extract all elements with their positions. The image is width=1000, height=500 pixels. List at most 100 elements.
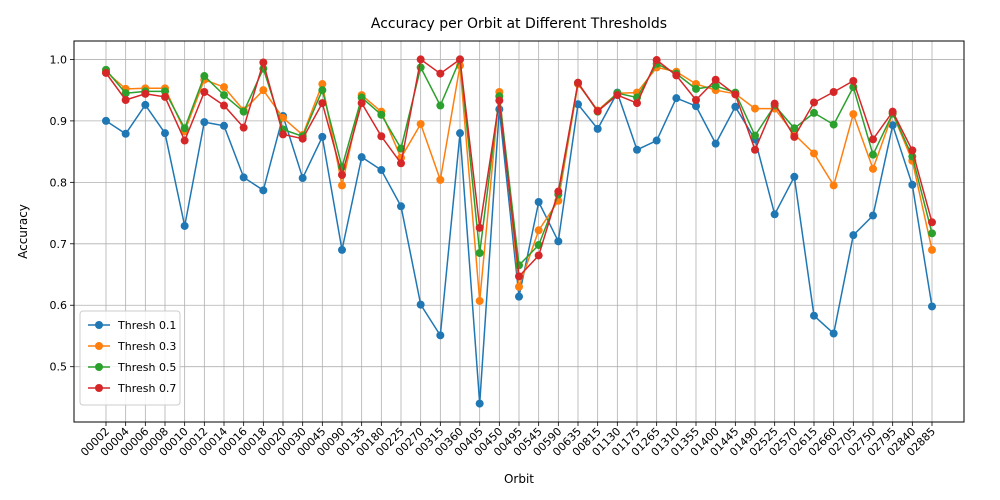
data-point bbox=[593, 124, 602, 133]
data-point bbox=[475, 296, 484, 305]
data-point bbox=[318, 80, 327, 89]
y-tick-label: 0.5 bbox=[50, 361, 68, 374]
data-point bbox=[908, 180, 917, 189]
data-point bbox=[751, 131, 759, 140]
data-point bbox=[377, 132, 386, 141]
data-point bbox=[357, 93, 366, 102]
data-point bbox=[279, 130, 287, 139]
legend-marker bbox=[95, 384, 103, 392]
data-point bbox=[220, 91, 228, 100]
data-point bbox=[200, 88, 209, 97]
data-point bbox=[416, 55, 425, 64]
data-point bbox=[259, 58, 268, 67]
data-point bbox=[574, 78, 582, 87]
data-point bbox=[377, 110, 386, 119]
data-point bbox=[928, 302, 936, 311]
data-point bbox=[436, 331, 445, 340]
data-point bbox=[416, 300, 425, 309]
data-point bbox=[554, 187, 563, 196]
data-point bbox=[239, 173, 248, 182]
data-point bbox=[298, 134, 307, 143]
data-point bbox=[220, 101, 228, 110]
data-point bbox=[849, 231, 858, 240]
data-point bbox=[869, 211, 877, 220]
data-point bbox=[692, 102, 700, 111]
data-point bbox=[397, 202, 405, 211]
data-point bbox=[829, 329, 838, 338]
data-point bbox=[141, 100, 150, 109]
data-point bbox=[377, 166, 386, 175]
data-point bbox=[180, 136, 189, 145]
data-point bbox=[770, 210, 779, 219]
data-point bbox=[711, 81, 720, 90]
legend-item: Thresh 0.3 bbox=[88, 340, 176, 353]
legend-label: Thresh 0.3 bbox=[117, 340, 176, 353]
data-point bbox=[436, 101, 445, 110]
data-point bbox=[711, 139, 720, 148]
data-point bbox=[652, 136, 661, 145]
data-point bbox=[751, 104, 759, 113]
data-point bbox=[928, 229, 936, 238]
data-point bbox=[200, 118, 209, 127]
data-point bbox=[338, 170, 346, 179]
data-point bbox=[888, 121, 897, 130]
data-point bbox=[475, 399, 484, 408]
data-point bbox=[436, 69, 445, 78]
data-point bbox=[731, 102, 740, 111]
data-point bbox=[220, 83, 228, 92]
data-point bbox=[279, 113, 287, 122]
data-point bbox=[928, 245, 936, 254]
legend-marker bbox=[95, 363, 103, 371]
data-point bbox=[849, 76, 858, 85]
legend-label: Thresh 0.5 bbox=[117, 361, 176, 374]
series-layer bbox=[102, 55, 936, 408]
data-point bbox=[416, 63, 425, 72]
data-point bbox=[259, 186, 268, 195]
y-tick-label: 0.7 bbox=[50, 238, 68, 251]
data-point bbox=[810, 149, 818, 158]
data-point bbox=[141, 89, 150, 98]
data-point bbox=[220, 121, 228, 130]
data-point bbox=[633, 145, 641, 154]
data-point bbox=[652, 56, 661, 65]
data-point bbox=[475, 249, 484, 258]
data-point bbox=[790, 132, 799, 141]
data-point bbox=[515, 272, 523, 281]
data-point bbox=[711, 75, 720, 84]
data-point bbox=[869, 150, 877, 159]
data-point bbox=[770, 99, 779, 108]
legend-label: Thresh 0.7 bbox=[117, 382, 176, 395]
data-point bbox=[829, 88, 838, 97]
data-point bbox=[810, 311, 818, 320]
data-point bbox=[357, 153, 366, 162]
data-point bbox=[869, 135, 877, 144]
data-point bbox=[849, 110, 858, 119]
legend-item: Thresh 0.7 bbox=[88, 382, 176, 395]
data-point bbox=[810, 98, 818, 107]
data-point bbox=[456, 55, 464, 64]
data-point bbox=[180, 221, 189, 230]
data-point bbox=[810, 108, 818, 117]
data-point bbox=[161, 87, 169, 96]
data-point bbox=[338, 245, 346, 254]
series-thresh-07 bbox=[102, 55, 936, 281]
data-point bbox=[338, 181, 346, 190]
data-point bbox=[790, 124, 799, 133]
legend-marker bbox=[95, 342, 103, 350]
data-point bbox=[574, 100, 582, 109]
data-point bbox=[928, 218, 936, 227]
data-point bbox=[475, 223, 484, 232]
data-point bbox=[554, 237, 563, 246]
y-tick-label: 0.8 bbox=[50, 176, 68, 189]
data-point bbox=[692, 95, 700, 104]
legend-label: Thresh 0.1 bbox=[117, 319, 176, 332]
data-point bbox=[239, 123, 248, 132]
data-point bbox=[908, 146, 917, 155]
data-point bbox=[416, 119, 425, 128]
legend: Thresh 0.1 Thresh 0.3 Thresh 0.5 Thresh 0.7 bbox=[79, 310, 181, 406]
data-point bbox=[318, 99, 327, 108]
data-point bbox=[318, 132, 327, 141]
data-point bbox=[102, 116, 110, 125]
data-point bbox=[180, 124, 189, 133]
